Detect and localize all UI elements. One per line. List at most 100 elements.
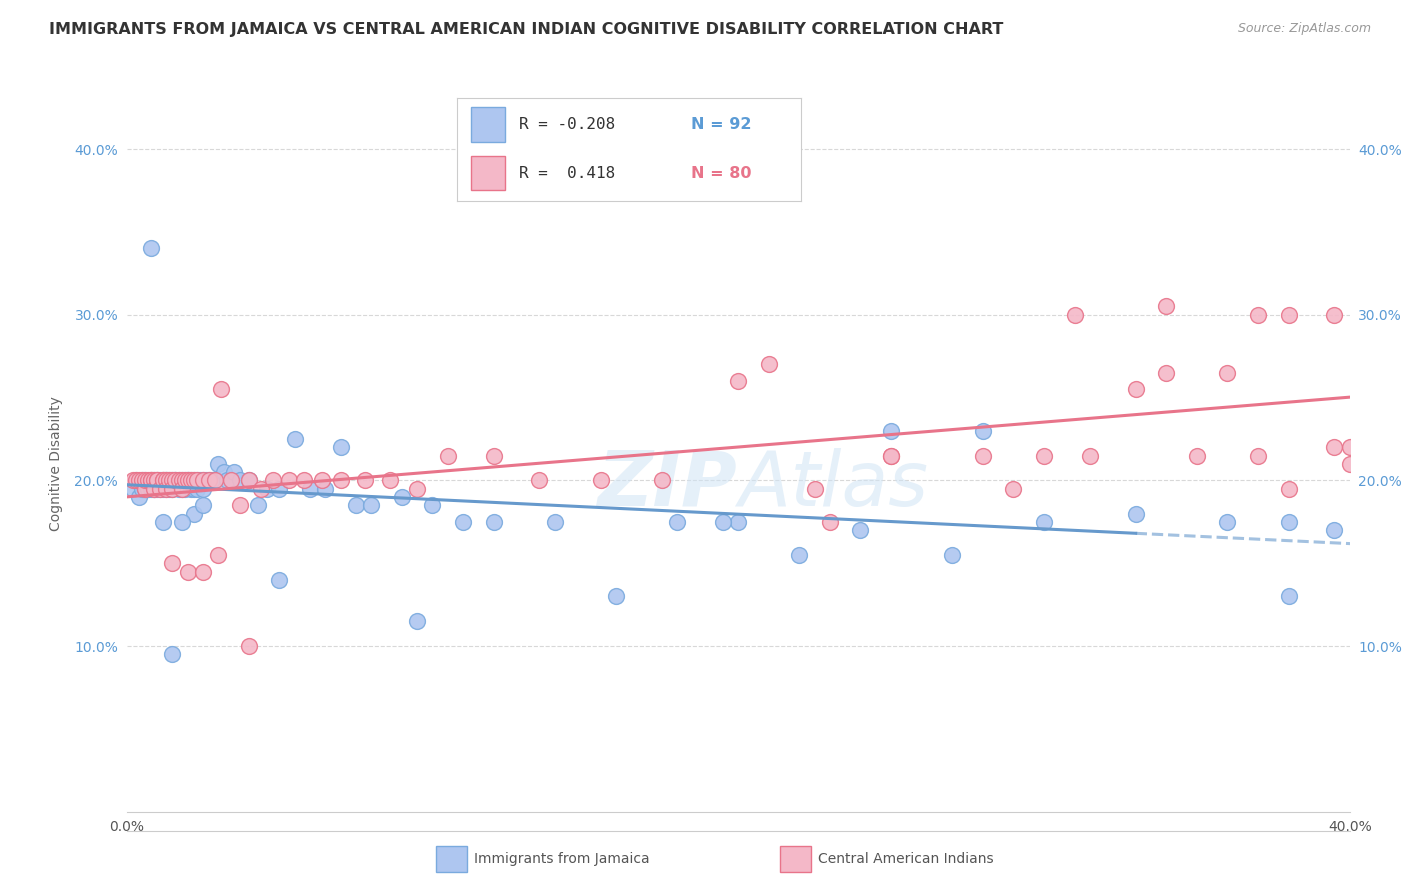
- Point: [186, 482, 208, 496]
- Point: [146, 474, 169, 488]
- Point: [173, 482, 195, 496]
- Point: [143, 482, 166, 496]
- Point: [128, 474, 150, 488]
- Point: [152, 474, 174, 488]
- Point: [727, 374, 749, 388]
- Point: [262, 474, 284, 488]
- Point: [162, 556, 184, 570]
- Point: [651, 474, 673, 488]
- Point: [1033, 515, 1056, 529]
- Point: [157, 474, 180, 488]
- Point: [1063, 308, 1085, 322]
- Point: [711, 515, 734, 529]
- Point: [143, 474, 166, 488]
- Point: [406, 482, 429, 496]
- Point: [1323, 440, 1346, 454]
- Point: [727, 515, 749, 529]
- Point: [157, 482, 180, 496]
- Point: [880, 424, 903, 438]
- Point: [1339, 457, 1361, 471]
- Point: [880, 449, 903, 463]
- Text: Atlas: Atlas: [738, 448, 928, 522]
- Point: [198, 474, 221, 488]
- Point: [1278, 482, 1301, 496]
- Point: [170, 515, 193, 529]
- Point: [391, 490, 413, 504]
- Point: [146, 482, 169, 496]
- Point: [177, 565, 200, 579]
- Point: [173, 474, 195, 488]
- Point: [170, 474, 193, 488]
- Point: [354, 474, 377, 488]
- Point: [183, 482, 205, 496]
- Point: [188, 474, 211, 488]
- Point: [1323, 523, 1346, 537]
- Point: [1216, 366, 1239, 380]
- Point: [269, 573, 291, 587]
- Point: [170, 482, 193, 496]
- Point: [152, 474, 174, 488]
- Point: [183, 474, 205, 488]
- Point: [121, 482, 143, 496]
- Point: [167, 482, 190, 496]
- Y-axis label: Cognitive Disability: Cognitive Disability: [49, 396, 63, 532]
- Point: [165, 474, 187, 488]
- Point: [152, 515, 174, 529]
- Point: [207, 548, 229, 562]
- Point: [134, 474, 156, 488]
- Point: [191, 474, 214, 488]
- Point: [360, 498, 382, 512]
- Point: [292, 474, 315, 488]
- Point: [191, 474, 214, 488]
- Point: [128, 490, 150, 504]
- Point: [219, 474, 242, 488]
- Point: [589, 474, 612, 488]
- Text: IMMIGRANTS FROM JAMAICA VS CENTRAL AMERICAN INDIAN COGNITIVE DISABILITY CORRELAT: IMMIGRANTS FROM JAMAICA VS CENTRAL AMERI…: [49, 22, 1004, 37]
- Point: [165, 474, 187, 488]
- Point: [173, 474, 195, 488]
- Text: Central American Indians: Central American Indians: [818, 852, 994, 866]
- Point: [162, 648, 184, 662]
- Point: [1216, 515, 1239, 529]
- Point: [284, 432, 307, 446]
- Point: [972, 424, 994, 438]
- Point: [1247, 308, 1270, 322]
- Point: [1033, 449, 1056, 463]
- Point: [139, 474, 162, 488]
- Point: [789, 548, 811, 562]
- Bar: [471, 107, 505, 142]
- Point: [436, 449, 458, 463]
- Point: [1323, 308, 1346, 322]
- Point: [143, 482, 166, 496]
- Point: [131, 474, 153, 488]
- Point: [149, 482, 172, 496]
- Point: [972, 449, 994, 463]
- Text: Source: ZipAtlas.com: Source: ZipAtlas.com: [1237, 22, 1371, 36]
- Point: [378, 474, 401, 488]
- Point: [758, 358, 780, 372]
- Point: [238, 474, 260, 488]
- Point: [529, 474, 551, 488]
- Point: [1125, 507, 1147, 521]
- Point: [186, 474, 208, 488]
- Point: [183, 474, 205, 488]
- Point: [146, 474, 169, 488]
- Point: [482, 515, 505, 529]
- Point: [191, 482, 214, 496]
- Point: [167, 474, 190, 488]
- Point: [880, 449, 903, 463]
- Point: [201, 474, 224, 488]
- Point: [183, 507, 205, 521]
- Point: [155, 482, 177, 496]
- Point: [143, 474, 166, 488]
- Point: [329, 474, 352, 488]
- Point: [269, 482, 291, 496]
- Text: R = -0.208: R = -0.208: [519, 117, 616, 132]
- Point: [406, 614, 429, 628]
- Point: [1247, 449, 1270, 463]
- Point: [170, 482, 193, 496]
- Text: ZIP: ZIP: [599, 448, 738, 522]
- Point: [1078, 449, 1101, 463]
- Point: [180, 474, 202, 488]
- Point: [136, 482, 159, 496]
